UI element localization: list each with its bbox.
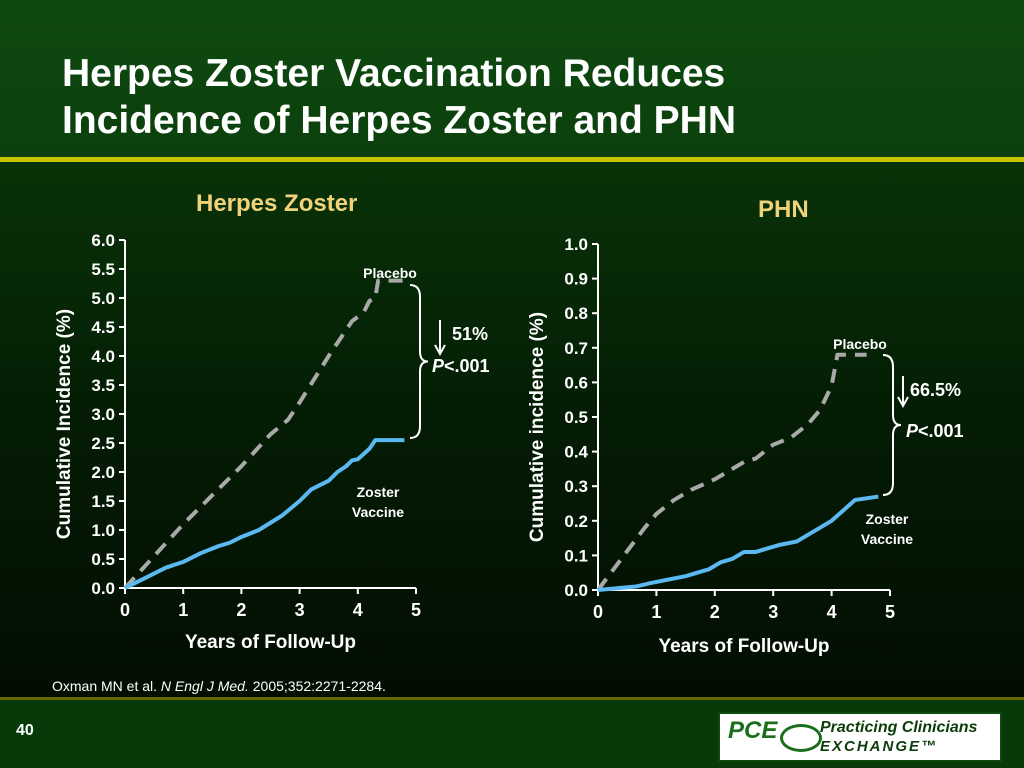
hz-y-tick-label: 0.5 <box>91 550 115 569</box>
hz-x-tick-label: 1 <box>178 600 188 620</box>
hz-series-zoster-vaccine-line <box>124 438 405 590</box>
phn-x-axis-label: Years of Follow-Up <box>658 636 829 657</box>
phn-chart-title: PHN <box>758 196 809 223</box>
citation-authors: Oxman MN et al. <box>52 678 158 694</box>
hz-series-placebo-line <box>123 278 405 590</box>
phn-x-tick-label: 4 <box>827 602 837 622</box>
phn-y-tick-label: 0.2 <box>564 512 588 531</box>
hz-x-tick-label: 5 <box>411 600 421 620</box>
hz-y-axis-label: Cumulative Incidence (%) <box>54 309 75 539</box>
phn-y-tick-label: 0.4 <box>564 443 588 462</box>
pce-logo: PCE Practicing Clinicians EXCHANGE™ <box>718 712 1002 762</box>
hz-y-tick-label: 2.0 <box>91 463 115 482</box>
slide-title: Herpes Zoster Vaccination Reduces Incide… <box>62 50 736 144</box>
phn-y-tick-label: 0.1 <box>564 546 588 565</box>
slide-title-line1: Herpes Zoster Vaccination Reduces <box>62 52 726 95</box>
hz-down-arrow-head-icon <box>434 344 446 357</box>
phn-x-tick-label: 2 <box>710 602 720 622</box>
hz-y-tick-label: 5.5 <box>91 260 115 279</box>
hz-y-tick-label: 4.5 <box>91 318 115 337</box>
phn-y-tick-label: 1.0 <box>564 235 588 254</box>
hz-p-value-text: <.001 <box>444 356 490 376</box>
phn-difference-brace <box>882 354 902 496</box>
hz-y-tick-label: 3.0 <box>91 405 115 424</box>
hz-vaccine-label-line1: Zoster <box>357 484 400 500</box>
hz-p-value: P<.001 <box>432 356 490 376</box>
phn-placebo-label: Placebo <box>833 336 887 352</box>
page-number: 40 <box>16 722 34 739</box>
logo-mark: PCE <box>728 717 778 744</box>
hz-y-tick-label: 6.0 <box>91 231 115 250</box>
hz-placebo-label: Placebo <box>363 265 417 281</box>
title-bar <box>0 0 1024 158</box>
footer-divider <box>0 697 1024 700</box>
logo-line1: Practicing Clinicians <box>820 719 978 736</box>
hz-y-tick-label: 0.0 <box>91 579 115 598</box>
phn-y-tick-label: 0.7 <box>564 339 588 358</box>
phn-down-arrow-head-icon <box>897 396 909 409</box>
phn-vaccine-label-line1: Zoster <box>866 511 909 527</box>
hz-y-tick-label: 5.0 <box>91 289 115 308</box>
phn-y-tick-label: 0.8 <box>564 304 588 323</box>
hz-vaccine-label-line2: Vaccine <box>352 504 404 520</box>
logo-line2: EXCHANGE™ <box>820 738 939 755</box>
title-divider <box>0 157 1024 162</box>
hz-y-tick-label: 1.0 <box>91 521 115 540</box>
hz-y-tick-label: 1.5 <box>91 492 115 511</box>
phn-x-tick-label: 3 <box>768 602 778 622</box>
slide-title-line2: Incidence of Herpes Zoster and PHN <box>62 99 736 142</box>
phn-y-tick-label: 0.9 <box>564 270 588 289</box>
hz-x-tick-label: 3 <box>295 600 305 620</box>
hz-y-tick-label: 4.0 <box>91 347 115 366</box>
phn-p-value: P<.001 <box>906 421 964 441</box>
phn-y-axis-label: Cumulative incidence (%) <box>527 312 548 542</box>
phn-series-placebo-line <box>596 352 867 592</box>
phn-y-tick-label: 0.0 <box>564 581 588 600</box>
hz-x-tick-label: 2 <box>236 600 246 620</box>
citation: Oxman MN et al. N Engl J Med. 2005;352:2… <box>52 678 386 694</box>
phn-p-label: P <box>906 421 919 441</box>
phn-x-tick-label: 1 <box>651 602 661 622</box>
phn-reduction-label: 66.5% <box>910 380 961 400</box>
hz-y-tick-label: 2.5 <box>91 434 115 453</box>
hz-y-tick-label: 3.5 <box>91 376 115 395</box>
hz-difference-brace <box>409 284 429 439</box>
hz-x-tick-label: 0 <box>120 600 130 620</box>
phn-y-tick-label: 0.5 <box>564 408 588 427</box>
citation-journal: N Engl J Med. <box>160 678 249 694</box>
logo-swoosh-icon <box>780 724 822 752</box>
phn-series-zoster-vaccine-line <box>597 494 879 592</box>
hz-reduction-label: 51% <box>452 324 488 344</box>
phn-vaccine-label-line2: Vaccine <box>861 531 913 547</box>
herpes-zoster-chart-title: Herpes Zoster <box>196 190 358 217</box>
hz-x-tick-label: 4 <box>353 600 363 620</box>
citation-reference: 2005;352:2271-2284. <box>252 678 386 694</box>
phn-x-tick-label: 0 <box>593 602 603 622</box>
hz-x-axis-label: Years of Follow-Up <box>185 632 356 653</box>
phn-y-tick-label: 0.3 <box>564 477 588 496</box>
phn-x-tick-label: 5 <box>885 602 895 622</box>
phn-p-value-text: <.001 <box>918 421 964 441</box>
phn-y-tick-label: 0.6 <box>564 373 588 392</box>
hz-p-label: P <box>432 356 445 376</box>
